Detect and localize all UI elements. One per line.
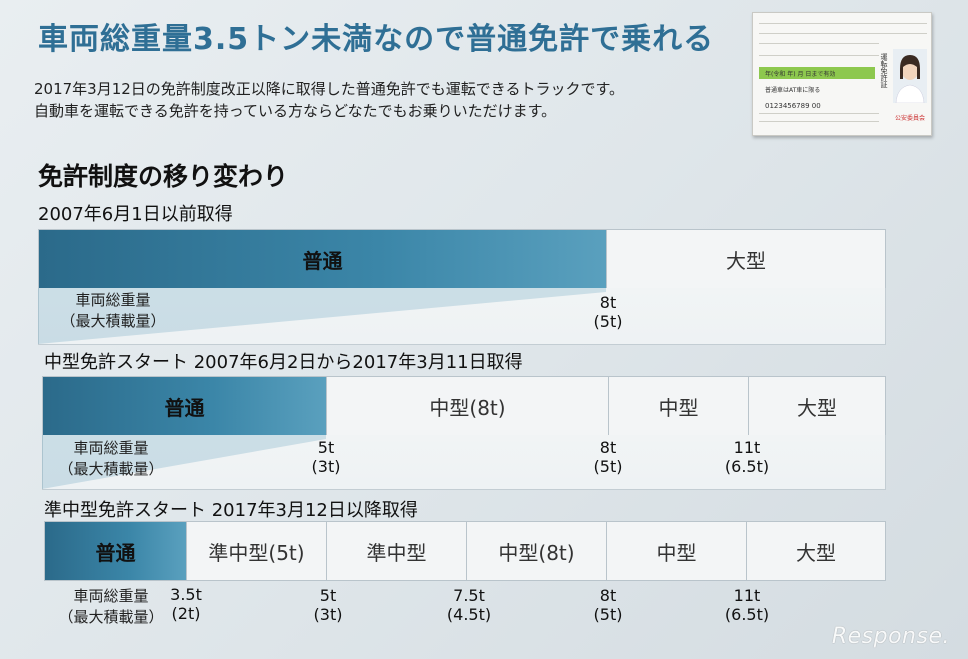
era-1-value-8t: 8t (5t) <box>593 293 623 331</box>
era-3-value-5t: 5t (3t) <box>313 586 343 624</box>
description-line-1: 2017年3月12日の免許制度改正以降に取得した普通免許でも運転できるトラックで… <box>34 80 625 98</box>
photo-portrait-icon <box>893 49 927 104</box>
era-3-segment-junchugata: 準中型 <box>327 522 467 580</box>
watermark-logo: Response. <box>831 624 950 649</box>
era-3-segment-ogata: 大型 <box>796 540 836 565</box>
era-3-segment-chugata-8t: 中型(8t) <box>467 522 607 580</box>
section-title: 免許制度の移り変わり <box>38 162 289 191</box>
highlight-value: 3.5t <box>170 585 202 604</box>
era-1-weight-row <box>38 288 886 345</box>
era-1-segment-futsu: 普通 <box>39 230 607 288</box>
license-issuer: 公安委員会 <box>895 115 926 122</box>
era-3-value-7-5t: 7.5t (4.5t) <box>446 586 492 624</box>
license-condition: 普通車はAT車に限る <box>765 87 821 94</box>
page-title: 車両総重量3.5トン未満なので普通免許で乗れる <box>38 22 715 57</box>
era-2-value-8t: 8t (5t) <box>593 438 623 476</box>
axis-label-load: （最大積載量） <box>60 312 166 330</box>
era-3-value-11t: 11t (6.5t) <box>724 586 770 624</box>
era-3-value-8t: 8t (5t) <box>593 586 623 624</box>
era-1-heading: 2007年6月1日以前取得 <box>38 204 233 225</box>
era-3-segment-futsu: 普通 <box>45 522 187 580</box>
license-vertical-text: 運転免許証 <box>880 53 888 88</box>
era-3-value-3-5t: 3.5t (2t) <box>156 585 216 623</box>
era-1-segment-ogata: 大型 <box>726 248 766 273</box>
era-2-axis-label: 車両総重量 （最大積載量） <box>58 439 164 478</box>
era-3-axis-label: 車両総重量 （最大積載量） <box>58 587 164 626</box>
era-2-value-11t: 11t (6.5t) <box>724 438 770 476</box>
era-3-segment-junchugata-5t: 準中型(5t) <box>187 522 327 580</box>
era-3-segment-chugata: 中型 <box>607 522 747 580</box>
era-1-wedge <box>38 288 606 344</box>
era-2-value-5t: 5t (3t) <box>311 438 341 476</box>
era-2-wedge <box>42 435 326 489</box>
era-3-heading: 準中型免許スタート 2017年3月12日以降取得 <box>44 500 418 521</box>
era-1-bar: 普通 大型 <box>38 229 886 289</box>
era-2-segment-ogata: 大型 <box>797 395 837 420</box>
description-line-2: 自動車を運転できる免許を持っている方ならどなたでもお乗りいただけます。 <box>34 102 557 120</box>
era-2-segment-futsu: 普通 <box>43 377 327 435</box>
era-1-axis-label: 車両総重量 （最大積載量） <box>48 290 178 332</box>
license-card-image: 年(令和 年) 月 日まで有効 普通車はAT車に限る 0123456789 00… <box>752 12 932 136</box>
era-2-heading: 中型免許スタート 2007年6月2日から2017年3月11日取得 <box>44 352 523 373</box>
axis-label-weight: 車両総重量 <box>75 291 151 309</box>
era-2-segment-chugata: 中型 <box>609 377 749 435</box>
era-2-segment-chugata-8t: 中型(8t) <box>327 377 609 435</box>
license-number: 0123456789 00 <box>765 102 821 110</box>
era-3-bar: 普通 準中型(5t) 準中型 中型(8t) 中型 大型 <box>44 521 886 581</box>
era-2-weight-row <box>42 435 886 490</box>
era-2-bar: 普通 中型(8t) 中型 大型 <box>42 376 886 436</box>
